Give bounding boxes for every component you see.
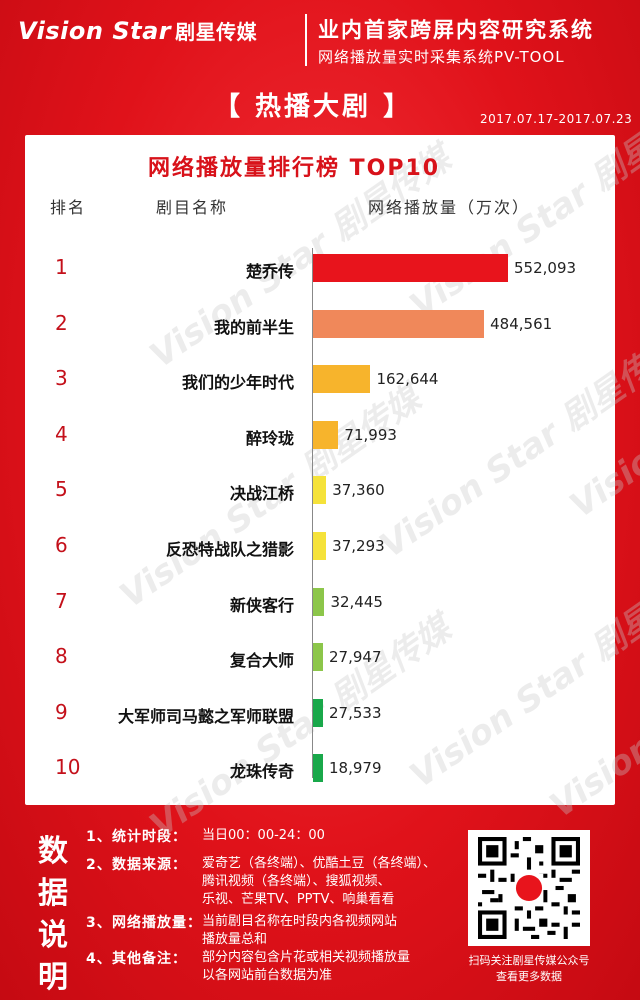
info-item-label: 其他备注： <box>112 951 187 967</box>
rank-number: 5 <box>55 477 68 502</box>
header-divider <box>305 14 307 66</box>
qr-code-icon <box>478 837 580 939</box>
info-item-label: 网络播放量： <box>112 915 202 931</box>
info-title-char: 说 <box>38 918 68 953</box>
value-label: 162,644 <box>376 370 439 389</box>
header-subtitle: 网络播放量实时采集系统PV-TOOL <box>318 48 565 66</box>
column-header-name: 剧目名称 <box>156 198 229 217</box>
info-item-text: 部分内容包含片花或相关视频播放量 <box>202 950 411 965</box>
rank-number: 7 <box>55 588 68 613</box>
rank-number: 4 <box>55 421 68 446</box>
rank-number: 9 <box>55 699 68 724</box>
drama-name: 大军师司马懿之军师联盟 <box>117 706 294 726</box>
chart-axis <box>312 248 313 778</box>
value-label: 32,445 <box>330 592 383 611</box>
drama-name: 龙珠传奇 <box>229 762 294 782</box>
logo-cn: 剧星传媒 <box>175 20 258 44</box>
header-title: 业内首家跨屏内容研究系统 <box>318 18 594 42</box>
chart-title: 网络播放量排行榜 TOP10 <box>148 156 441 181</box>
logo-text: Vision Star <box>18 17 172 45</box>
info-item-text: 当日00：00-24：00 <box>202 828 325 843</box>
info-item-text: 爱奇艺（各终端）、优酷土豆（各终端）、 <box>202 856 437 871</box>
drama-name: 反恐特战队之猎影 <box>165 540 294 559</box>
bar <box>313 365 371 394</box>
info-item-label: 统计时段： <box>112 829 187 845</box>
qr-caption-line-1: 扫码关注剧星传媒公众号 <box>468 954 590 967</box>
value-label: 71,993 <box>344 425 397 444</box>
chart-card <box>25 135 615 805</box>
drama-name: 新侠客行 <box>229 595 294 615</box>
column-header-views: 网络播放量（万次） <box>368 198 531 217</box>
info-item-number: 2、 <box>86 857 112 873</box>
value-label: 27,947 <box>329 648 382 667</box>
header: Vision Star 剧星传媒 业内首家跨屏内容研究系统 网络播放量实时采集系统… <box>0 0 640 80</box>
info-title-char: 据 <box>38 876 68 911</box>
info-item-text: 腾讯视频（各终端）、搜狐视频、 <box>202 874 391 889</box>
drama-name: 复合大师 <box>229 651 294 671</box>
value-label: 552,093 <box>514 259 577 277</box>
info-title-char: 数 <box>38 834 68 869</box>
bar <box>313 643 323 672</box>
info-title-char: 明 <box>38 960 68 995</box>
info-item-number: 3、 <box>86 915 112 931</box>
info-item-label: 数据来源： <box>112 857 187 873</box>
column-header-rank: 排名 <box>50 198 87 217</box>
bar <box>313 476 327 505</box>
bar <box>313 420 339 449</box>
bar <box>313 309 485 338</box>
bar <box>313 698 323 727</box>
bar <box>313 587 325 616</box>
date-range: 2017.07.17-2017.07.23 <box>480 112 633 126</box>
section-title: 【 热播大剧 】 <box>214 92 413 122</box>
qr-code[interactable] <box>468 830 590 946</box>
info-item-number: 4、 <box>86 951 112 967</box>
value-label: 37,360 <box>332 481 385 500</box>
rank-number: 6 <box>55 533 68 557</box>
drama-name: 我的前半生 <box>213 317 294 337</box>
drama-name: 我们的少年时代 <box>181 373 294 393</box>
rank-number: 3 <box>55 366 68 391</box>
value-label: 37,293 <box>332 537 385 555</box>
info-item-number: 1、 <box>86 829 112 845</box>
bar <box>313 532 327 560</box>
value-label: 18,979 <box>329 759 382 778</box>
info-item-text: 乐视、芒果TV、PPTV、响巢看看 <box>202 892 395 907</box>
value-label: 484,561 <box>490 314 553 333</box>
logo: Vision Star 剧星传媒 <box>18 16 257 45</box>
drama-name: 醉玲珑 <box>245 428 294 448</box>
rank-number: 10 <box>55 755 81 780</box>
bar <box>313 754 323 783</box>
rank-number: 2 <box>55 310 68 335</box>
info-item-text: 播放量总和 <box>202 932 268 947</box>
drama-name: 决战江桥 <box>229 484 294 504</box>
rank-number: 1 <box>55 255 68 279</box>
bar <box>313 254 508 282</box>
drama-name: 楚乔传 <box>245 262 294 281</box>
value-label: 27,533 <box>329 703 382 722</box>
info-item-text: 以各网站前台数据为准 <box>202 968 333 983</box>
qr-caption-line-2: 查看更多数据 <box>496 970 562 983</box>
info-item-text: 当前剧目名称在时段内各视频网站 <box>202 914 398 929</box>
rank-number: 8 <box>55 644 68 669</box>
